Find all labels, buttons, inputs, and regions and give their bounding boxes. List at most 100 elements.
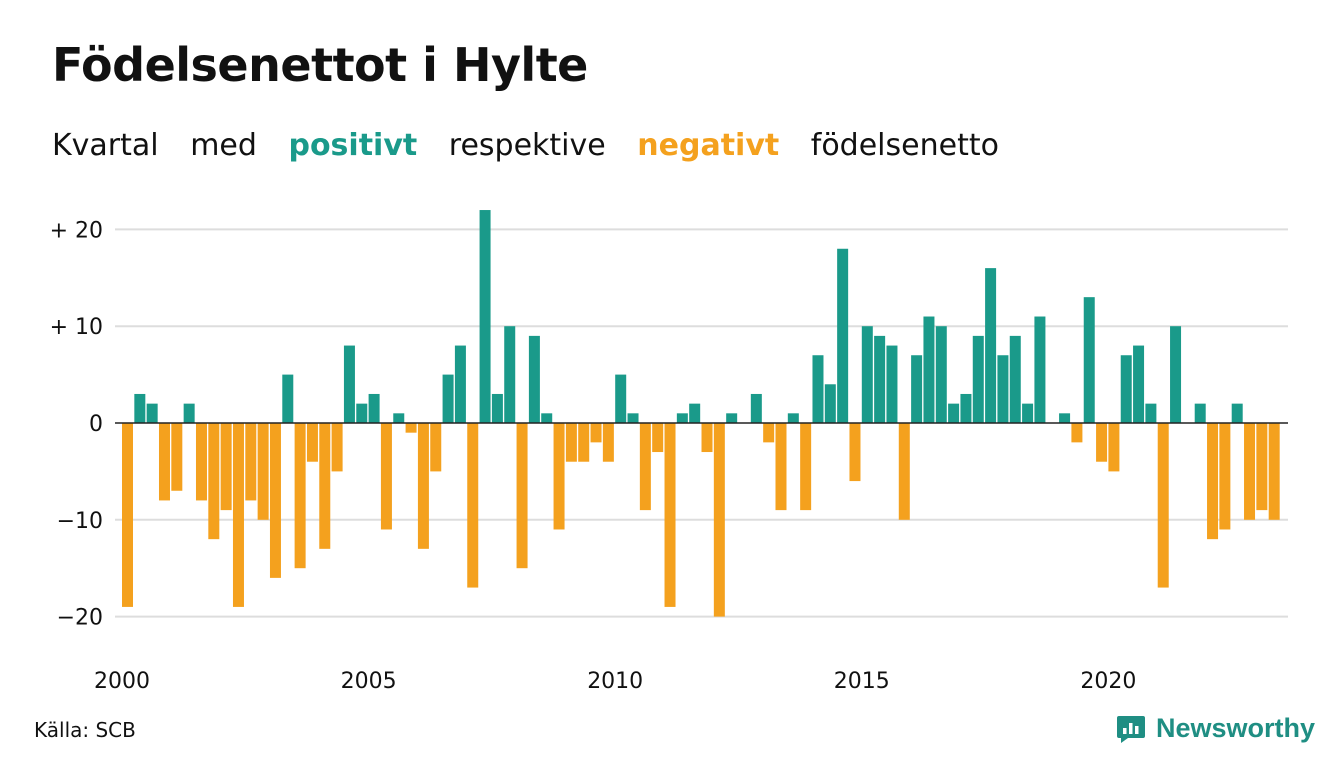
bar — [245, 423, 257, 501]
x-tick-label: 2005 — [341, 669, 397, 694]
bar — [1207, 423, 1219, 540]
bar — [874, 335, 886, 423]
y-tick-label: + 20 — [50, 218, 103, 243]
bar — [615, 374, 627, 423]
bar — [800, 423, 812, 511]
bar — [541, 413, 553, 423]
bar — [1256, 423, 1268, 511]
bar — [1059, 413, 1071, 423]
bar — [504, 326, 516, 423]
bar — [837, 248, 849, 423]
bar — [1022, 403, 1034, 423]
bar — [516, 423, 528, 569]
bars-layer — [122, 210, 1280, 617]
bar — [282, 374, 294, 423]
bar — [356, 403, 368, 423]
bar — [1096, 423, 1108, 462]
bar — [319, 423, 331, 549]
bar — [935, 326, 947, 423]
x-tick-label: 2020 — [1080, 669, 1136, 694]
bar — [1219, 423, 1231, 530]
y-tick-label: −10 — [57, 509, 103, 534]
x-tick-label: 2015 — [834, 669, 890, 694]
bar — [812, 355, 824, 423]
bar — [911, 355, 923, 423]
bar — [294, 423, 306, 569]
bar — [1170, 326, 1182, 423]
bar — [417, 423, 429, 549]
chart-subtitle: Kvartal med positivt respektive negativt… — [52, 128, 1021, 163]
bar — [972, 335, 984, 423]
bar — [787, 413, 799, 423]
source-note: Källa: SCB — [34, 718, 136, 742]
y-tick-label: −20 — [57, 606, 103, 631]
bar — [1071, 423, 1083, 443]
bar — [652, 423, 664, 453]
bar — [1268, 423, 1280, 520]
bar — [1009, 335, 1021, 423]
bar — [1244, 423, 1256, 520]
bar — [528, 335, 540, 423]
bar — [701, 423, 713, 453]
brand-name: Newsworthy — [1156, 713, 1316, 743]
bar — [1145, 403, 1157, 423]
bar — [849, 423, 861, 482]
bar — [171, 423, 183, 491]
bar — [220, 423, 232, 511]
bar — [824, 384, 836, 423]
bar — [960, 393, 972, 423]
bar — [602, 423, 614, 462]
bar — [763, 423, 775, 443]
bar — [380, 423, 392, 530]
bar — [1194, 403, 1206, 423]
bar — [454, 345, 466, 423]
bar — [122, 423, 133, 607]
bar — [491, 393, 503, 423]
bar — [886, 345, 898, 423]
bar — [343, 345, 355, 423]
bar — [664, 423, 676, 607]
bar — [689, 403, 701, 423]
bar — [775, 423, 787, 511]
bar — [208, 423, 220, 540]
bar — [183, 403, 195, 423]
bar — [1231, 403, 1243, 423]
bar — [898, 423, 910, 520]
bar — [861, 326, 873, 423]
bar — [627, 413, 639, 423]
bar — [578, 423, 590, 462]
bar — [1157, 423, 1169, 588]
bar — [405, 423, 417, 433]
bar — [639, 423, 651, 511]
subtitle-positive-label: positivt — [288, 128, 418, 163]
y-tick-label: 0 — [89, 412, 103, 437]
bar — [713, 423, 725, 617]
x-tick-label: 2010 — [587, 669, 643, 694]
bar — [676, 413, 688, 423]
subtitle-word: födelsenetto — [810, 128, 999, 163]
bar — [134, 393, 146, 423]
bar — [442, 374, 454, 423]
subtitle-word: respektive — [448, 128, 606, 163]
axis-layer: + 20 + 10 0 −10 −20 2000 2005 2010 2015 2020 — [50, 218, 1288, 694]
bar — [195, 423, 207, 501]
newsworthy-logo-icon — [1117, 715, 1145, 743]
bar — [948, 403, 960, 423]
bar — [565, 423, 577, 462]
bar — [997, 355, 1009, 423]
bar — [985, 268, 997, 423]
bar — [553, 423, 565, 530]
bar — [1120, 355, 1132, 423]
bar — [479, 210, 491, 423]
bar — [368, 393, 380, 423]
bar — [269, 423, 281, 578]
bar — [158, 423, 170, 501]
bar — [1108, 423, 1120, 472]
bar — [257, 423, 269, 520]
bar — [430, 423, 442, 472]
bar — [726, 413, 738, 423]
chart-title: Födelsenettot i Hylte — [52, 38, 588, 92]
subtitle-word: Kvartal — [52, 128, 159, 163]
bar — [232, 423, 244, 607]
